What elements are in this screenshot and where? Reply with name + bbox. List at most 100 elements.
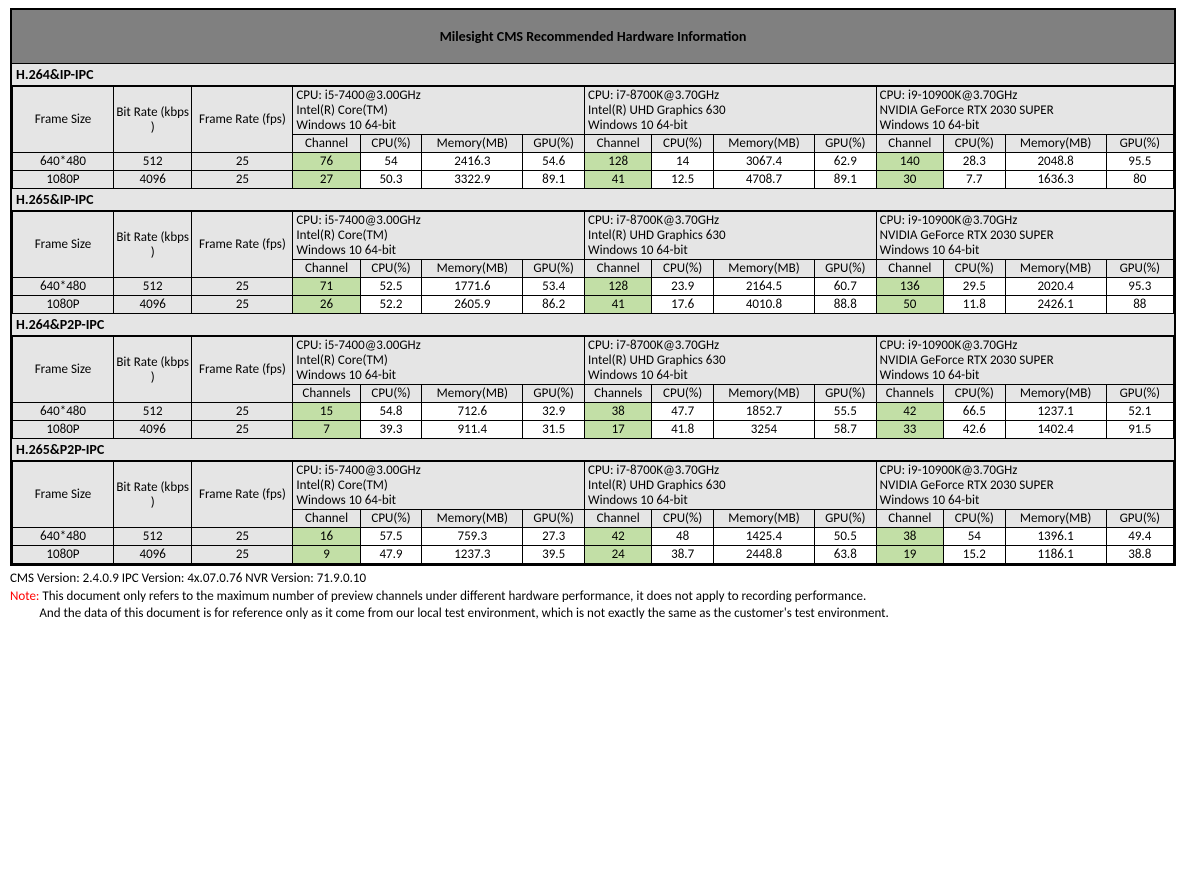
- gpu-value: 86.2: [523, 296, 585, 314]
- col-gpu: GPU(%): [1106, 385, 1173, 403]
- cpu-value: 41.8: [652, 421, 714, 439]
- cpu-value: 52.2: [360, 296, 422, 314]
- gpu-value: 39.5: [523, 546, 585, 564]
- channel-value: 128: [585, 153, 652, 171]
- channel-value: 71: [293, 278, 360, 296]
- cpu-value: 7.7: [943, 171, 1005, 189]
- memory-value: 1771.6: [422, 278, 523, 296]
- col-memory: Memory(MB): [422, 510, 523, 528]
- cpu-value: 17.6: [652, 296, 714, 314]
- col-frame-rate: Frame Rate (fps): [192, 462, 293, 528]
- col-gpu: GPU(%): [523, 385, 585, 403]
- section-title: H.264&P2P-IPC: [12, 314, 1174, 336]
- channel-value: 7: [293, 421, 360, 439]
- table-row: 1080P4096252652.22605.986.24117.64010.88…: [13, 296, 1174, 314]
- table-row: 640*480512251554.8712.632.93847.71852.75…: [13, 403, 1174, 421]
- table-row: 1080P409625947.91237.339.52438.72448.863…: [13, 546, 1174, 564]
- col-frame-rate: Frame Rate (fps): [192, 212, 293, 278]
- col-frame-size: Frame Size: [13, 462, 114, 528]
- gpu-value: 62.9: [814, 153, 876, 171]
- memory-value: 2416.3: [422, 153, 523, 171]
- col-gpu: GPU(%): [1106, 510, 1173, 528]
- col-frame-rate: Frame Rate (fps): [192, 337, 293, 403]
- memory-value: 1237.1: [1005, 403, 1106, 421]
- cpu-value: 48: [652, 528, 714, 546]
- page-title: Milesight CMS Recommended Hardware Infor…: [12, 10, 1174, 64]
- col-channel: Channel: [876, 510, 943, 528]
- channel-value: 140: [876, 153, 943, 171]
- memory-value: 1852.7: [713, 403, 814, 421]
- col-frame-rate: Frame Rate (fps): [192, 87, 293, 153]
- frame-rate-value: 25: [192, 153, 293, 171]
- memory-value: 4010.8: [713, 296, 814, 314]
- col-memory: Memory(MB): [713, 260, 814, 278]
- bit-rate-value: 4096: [113, 171, 192, 189]
- frame-rate-value: 25: [192, 278, 293, 296]
- cpu-value: 66.5: [943, 403, 1005, 421]
- channel-value: 76: [293, 153, 360, 171]
- cpu-value: 15.2: [943, 546, 1005, 564]
- table-row: 1080P4096252750.33322.989.14112.54708.78…: [13, 171, 1174, 189]
- col-memory: Memory(MB): [1005, 135, 1106, 153]
- channel-value: 26: [293, 296, 360, 314]
- bit-rate-value: 512: [113, 153, 192, 171]
- note-text-2: And the data of this document is for ref…: [10, 605, 1176, 623]
- col-bit-rate: Bit Rate (kbps ): [113, 337, 192, 403]
- col-memory: Memory(MB): [1005, 510, 1106, 528]
- bit-rate-value: 4096: [113, 421, 192, 439]
- memory-value: 3254: [713, 421, 814, 439]
- frame-size-value: 640*480: [13, 278, 114, 296]
- col-cpu: CPU(%): [360, 135, 422, 153]
- note-text-1: This document only refers to the maximum…: [39, 589, 866, 604]
- config-desc: CPU: i9-10900K@3.70GHzNVIDIA GeForce RTX…: [876, 87, 1173, 135]
- cpu-value: 11.8: [943, 296, 1005, 314]
- col-channel: Channel: [585, 510, 652, 528]
- col-bit-rate: Bit Rate (kbps ): [113, 212, 192, 278]
- gpu-value: 27.3: [523, 528, 585, 546]
- memory-value: 1186.1: [1005, 546, 1106, 564]
- frame-rate-value: 25: [192, 528, 293, 546]
- memory-value: 3067.4: [713, 153, 814, 171]
- col-memory: Memory(MB): [422, 135, 523, 153]
- col-frame-size: Frame Size: [13, 337, 114, 403]
- col-cpu: CPU(%): [360, 510, 422, 528]
- col-gpu: GPU(%): [814, 385, 876, 403]
- memory-value: 2048.8: [1005, 153, 1106, 171]
- col-channel: Channel: [585, 135, 652, 153]
- channel-value: 50: [876, 296, 943, 314]
- channel-value: 128: [585, 278, 652, 296]
- frame-size-value: 1080P: [13, 296, 114, 314]
- gpu-value: 89.1: [814, 171, 876, 189]
- memory-value: 2164.5: [713, 278, 814, 296]
- bit-rate-value: 512: [113, 403, 192, 421]
- gpu-value: 54.6: [523, 153, 585, 171]
- col-cpu: CPU(%): [360, 260, 422, 278]
- cpu-value: 54.8: [360, 403, 422, 421]
- col-gpu: GPU(%): [1106, 260, 1173, 278]
- col-channel: Channel: [876, 260, 943, 278]
- note-line: Note: This document only refers to the m…: [10, 588, 1176, 606]
- col-gpu: GPU(%): [523, 135, 585, 153]
- col-channel: Channel: [293, 510, 360, 528]
- col-frame-size: Frame Size: [13, 212, 114, 278]
- frame-size-value: 1080P: [13, 171, 114, 189]
- col-frame-size: Frame Size: [13, 87, 114, 153]
- cpu-value: 42.6: [943, 421, 1005, 439]
- section-title: H.264&IP-IPC: [12, 64, 1174, 86]
- memory-value: 1237.3: [422, 546, 523, 564]
- config-desc: CPU: i5-7400@3.00GHzIntel(R) Core(TM)Win…: [293, 212, 585, 260]
- gpu-value: 53.4: [523, 278, 585, 296]
- memory-value: 759.3: [422, 528, 523, 546]
- hardware-info-container: Milesight CMS Recommended Hardware Infor…: [10, 8, 1176, 566]
- channel-value: 42: [585, 528, 652, 546]
- memory-value: 2426.1: [1005, 296, 1106, 314]
- hardware-table: Frame SizeBit Rate (kbps )Frame Rate (fp…: [12, 86, 1174, 189]
- config-desc: CPU: i7-8700K@3.70GHzIntel(R) UHD Graphi…: [585, 212, 877, 260]
- config-desc: CPU: i5-7400@3.00GHzIntel(R) Core(TM)Win…: [293, 462, 585, 510]
- memory-value: 4708.7: [713, 171, 814, 189]
- cpu-value: 38.7: [652, 546, 714, 564]
- config-desc: CPU: i7-8700K@3.70GHzIntel(R) UHD Graphi…: [585, 87, 877, 135]
- config-desc: CPU: i9-10900K@3.70GHzNVIDIA GeForce RTX…: [876, 337, 1173, 385]
- channel-value: 27: [293, 171, 360, 189]
- channel-value: 41: [585, 171, 652, 189]
